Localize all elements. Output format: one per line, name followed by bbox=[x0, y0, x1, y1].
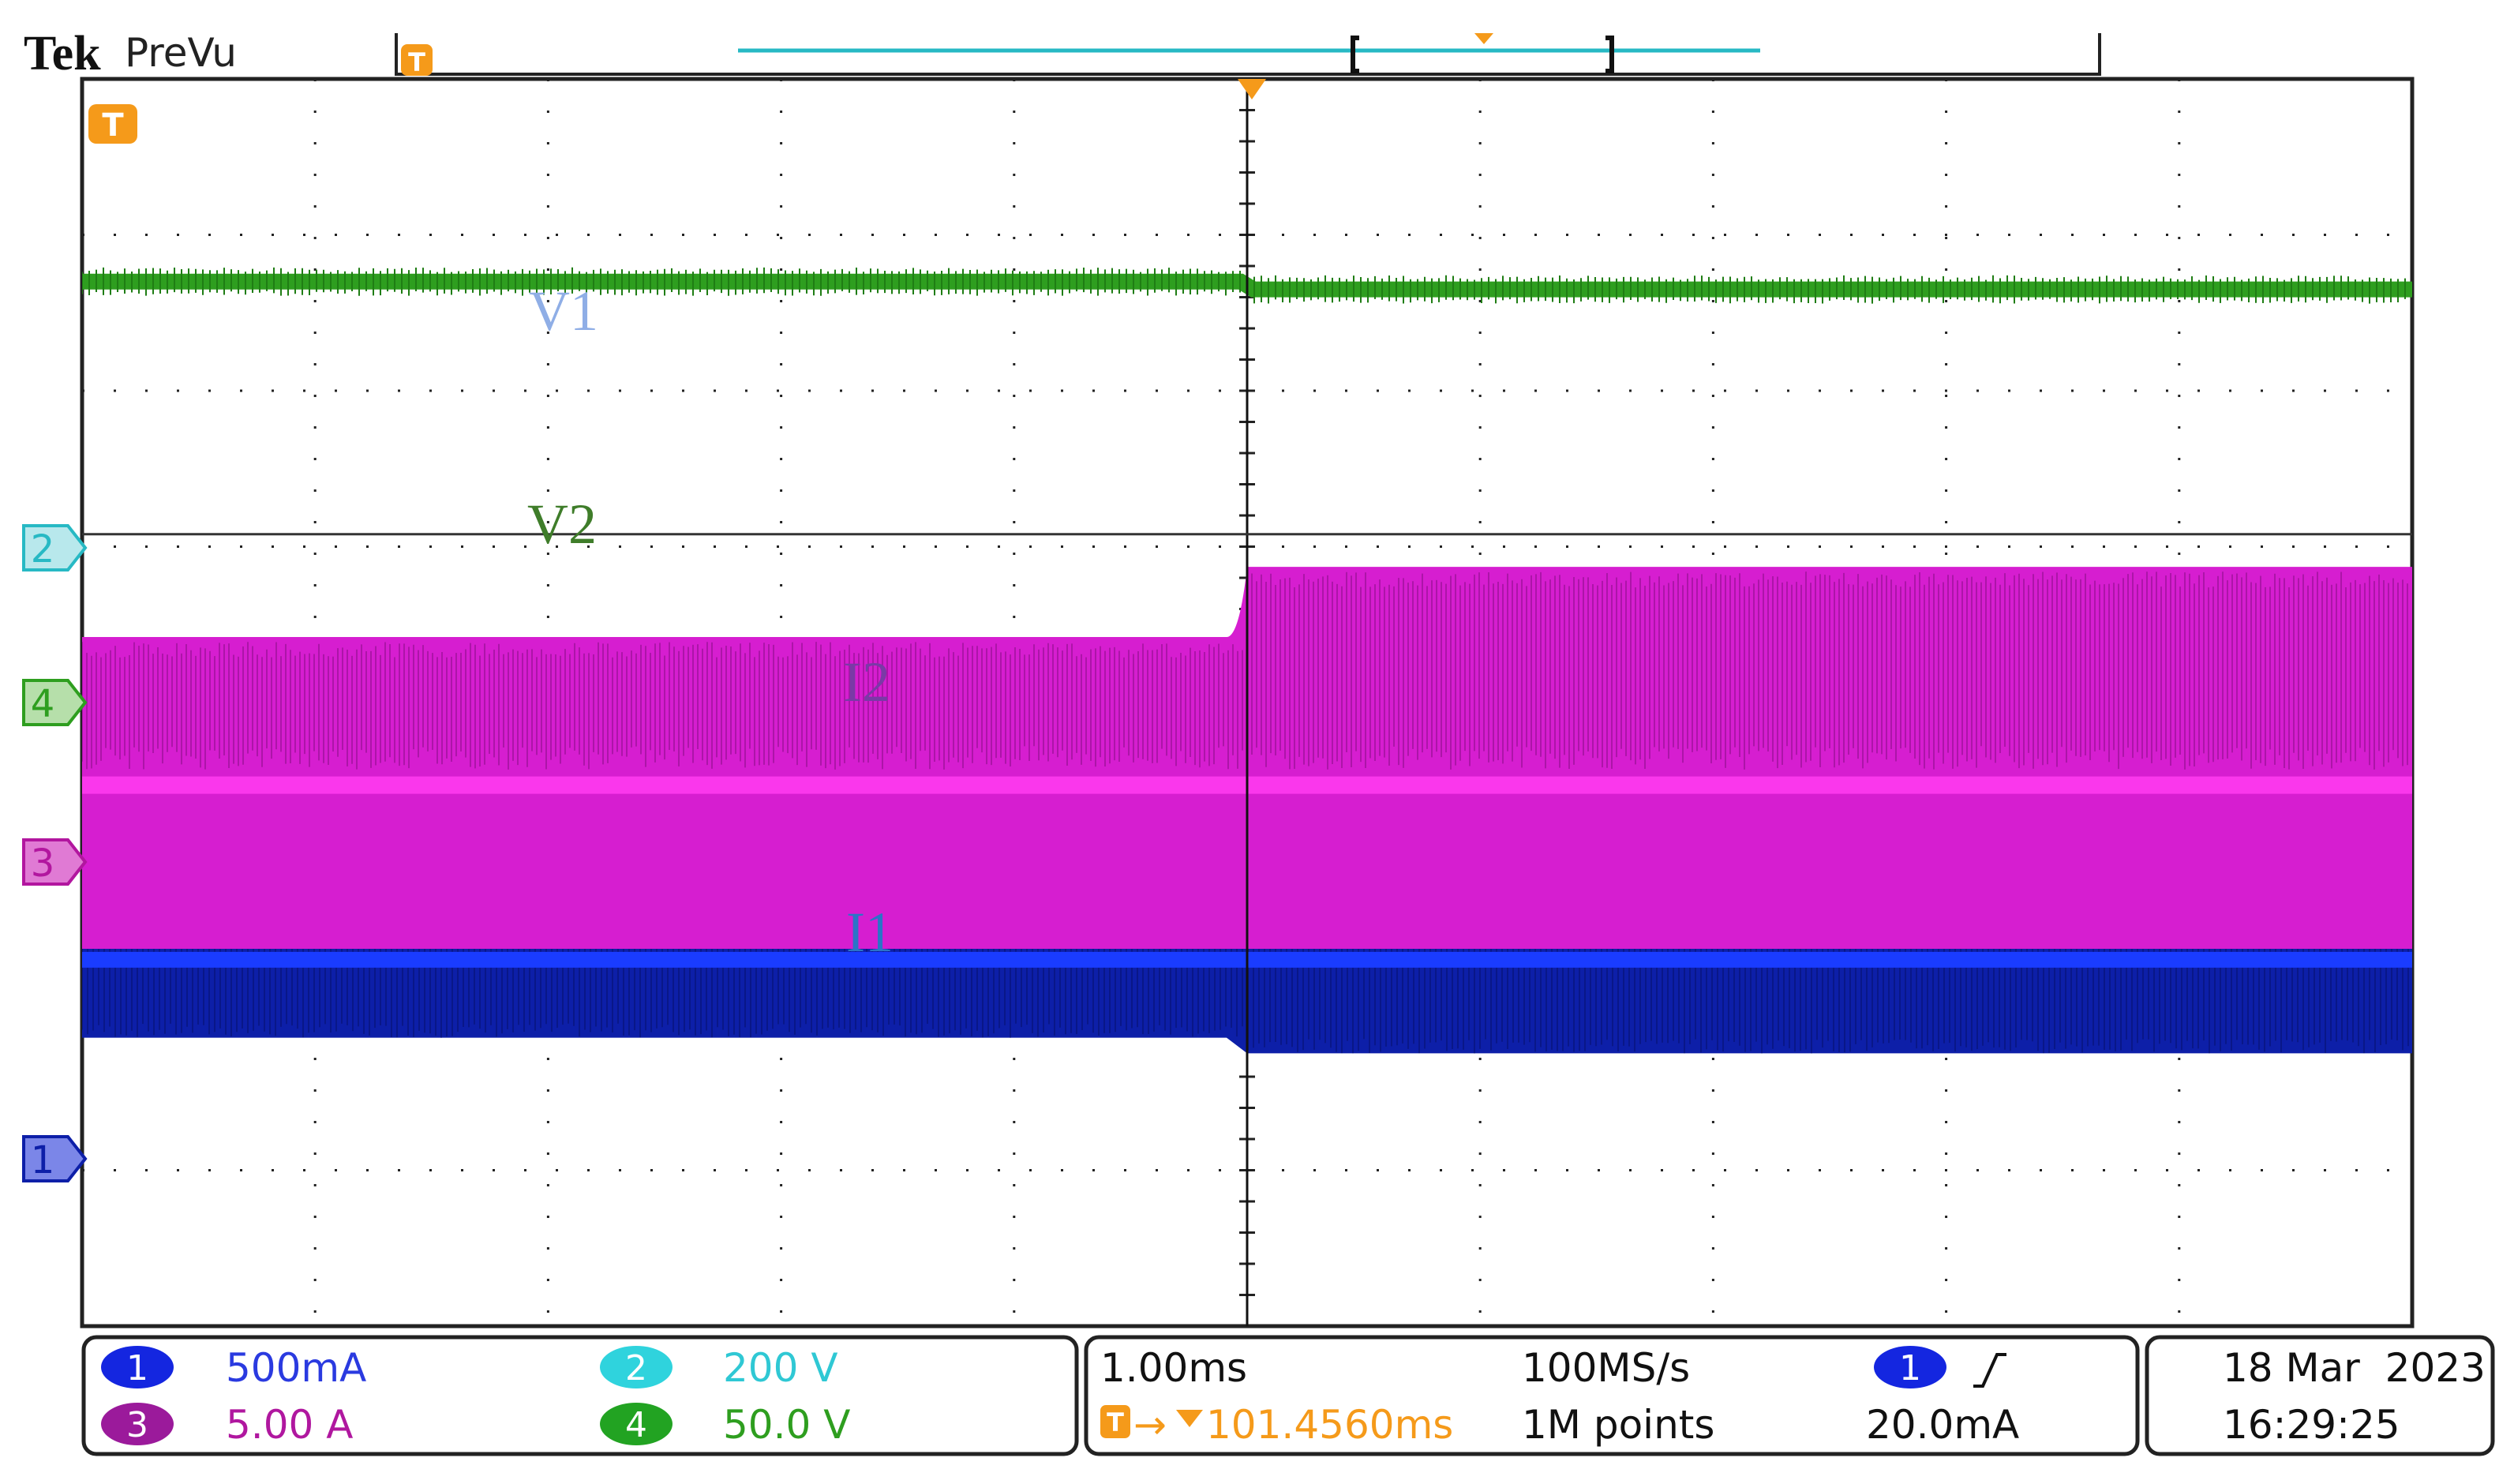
timebase-trigger-panel[interactable]: 1.00ms T → 101.4560ms 100MS/s 1M points … bbox=[1084, 1335, 2140, 1456]
arrow-right-icon: → bbox=[1133, 1402, 1167, 1448]
svg-text:3: 3 bbox=[31, 841, 55, 886]
channel-4-marker[interactable]: 4 bbox=[22, 679, 88, 726]
ch3-scale-readout[interactable]: 3 5.00 A bbox=[101, 1402, 353, 1448]
trigger-arrow-icon bbox=[1176, 1410, 1203, 1427]
trigger-level[interactable]: 20.0mA bbox=[1866, 1402, 2019, 1448]
view-window-left-bracket[interactable] bbox=[1351, 36, 1359, 73]
trace-label-i2: I2 bbox=[843, 650, 890, 714]
svg-text:3: 3 bbox=[126, 1405, 148, 1445]
trace-label-v1: V1 bbox=[529, 279, 598, 343]
channel-1-marker[interactable]: 1 bbox=[22, 1135, 88, 1182]
svg-text:4: 4 bbox=[625, 1405, 647, 1445]
trigger-position-readout[interactable]: T → 101.4560ms bbox=[1100, 1402, 1453, 1448]
datetime-panel: 18 Mar 2023 16:29:25 bbox=[2145, 1335, 2495, 1456]
date: 18 Mar 2023 bbox=[2223, 1345, 2486, 1391]
svg-text:1: 1 bbox=[126, 1348, 148, 1388]
overview-trigger-icon: T bbox=[401, 44, 433, 77]
svg-text:1: 1 bbox=[31, 1138, 55, 1182]
trigger-t-icon bbox=[1100, 1405, 1130, 1438]
series-v2-noise bbox=[82, 267, 2406, 304]
trace-label-i1: I1 bbox=[846, 901, 894, 964]
ch2-scale: 200 V bbox=[723, 1345, 838, 1391]
channel-scales-panel[interactable]: 1 500mA 3 5.00 A 2 200 V 4 50.0 V bbox=[81, 1335, 1079, 1456]
ch3-scale: 5.00 A bbox=[226, 1402, 353, 1448]
trigger-source-readout[interactable]: 1 bbox=[1874, 1346, 2006, 1388]
view-trigger-arrow-icon bbox=[1474, 33, 1493, 44]
ch4-scale-readout[interactable]: 4 50.0 V bbox=[600, 1402, 850, 1448]
record-overview-bar[interactable]: T bbox=[395, 33, 2101, 77]
svg-text:1: 1 bbox=[1899, 1348, 1921, 1388]
ch1-scale-readout[interactable]: 1 500mA bbox=[101, 1345, 366, 1391]
ch1-scale: 500mA bbox=[226, 1345, 366, 1391]
svg-text:2: 2 bbox=[625, 1348, 647, 1388]
svg-text:T: T bbox=[102, 107, 124, 144]
series-i2-texture bbox=[82, 571, 2408, 770]
rising-edge-icon bbox=[1973, 1353, 2006, 1388]
sample-rate[interactable]: 100MS/s bbox=[1522, 1345, 1690, 1391]
view-window-right-bracket[interactable] bbox=[1605, 36, 1614, 73]
waveform-traces bbox=[82, 79, 2412, 1326]
trigger-position: 101.4560ms bbox=[1206, 1402, 1453, 1448]
timebase[interactable]: 1.00ms bbox=[1100, 1345, 1247, 1391]
trigger-time-icon[interactable]: T bbox=[88, 104, 137, 144]
plot-area: T V1 V2 I2 I1 bbox=[80, 77, 2415, 1328]
channel-2-marker[interactable]: 2 bbox=[22, 524, 88, 571]
ch2-scale-readout[interactable]: 2 200 V bbox=[600, 1345, 838, 1391]
acquisition-mode: PreVu bbox=[125, 30, 237, 76]
svg-text:T: T bbox=[408, 47, 425, 77]
channel-3-marker[interactable]: 3 bbox=[22, 838, 88, 886]
record-length[interactable]: 1M points bbox=[1522, 1402, 1714, 1448]
trigger-position-icon[interactable] bbox=[1238, 79, 1266, 99]
status-bar: 1 500mA 3 5.00 A 2 200 V 4 50.0 V 1.00m bbox=[81, 1335, 2495, 1456]
ch4-scale: 50.0 V bbox=[723, 1402, 850, 1448]
svg-text:4: 4 bbox=[31, 682, 55, 726]
svg-text:2: 2 bbox=[31, 527, 55, 571]
svg-text:T: T bbox=[1107, 1407, 1124, 1437]
trace-label-v2: V2 bbox=[527, 493, 597, 556]
brand-logo: Tek bbox=[24, 27, 101, 81]
time: 16:29:25 bbox=[2223, 1402, 2400, 1448]
